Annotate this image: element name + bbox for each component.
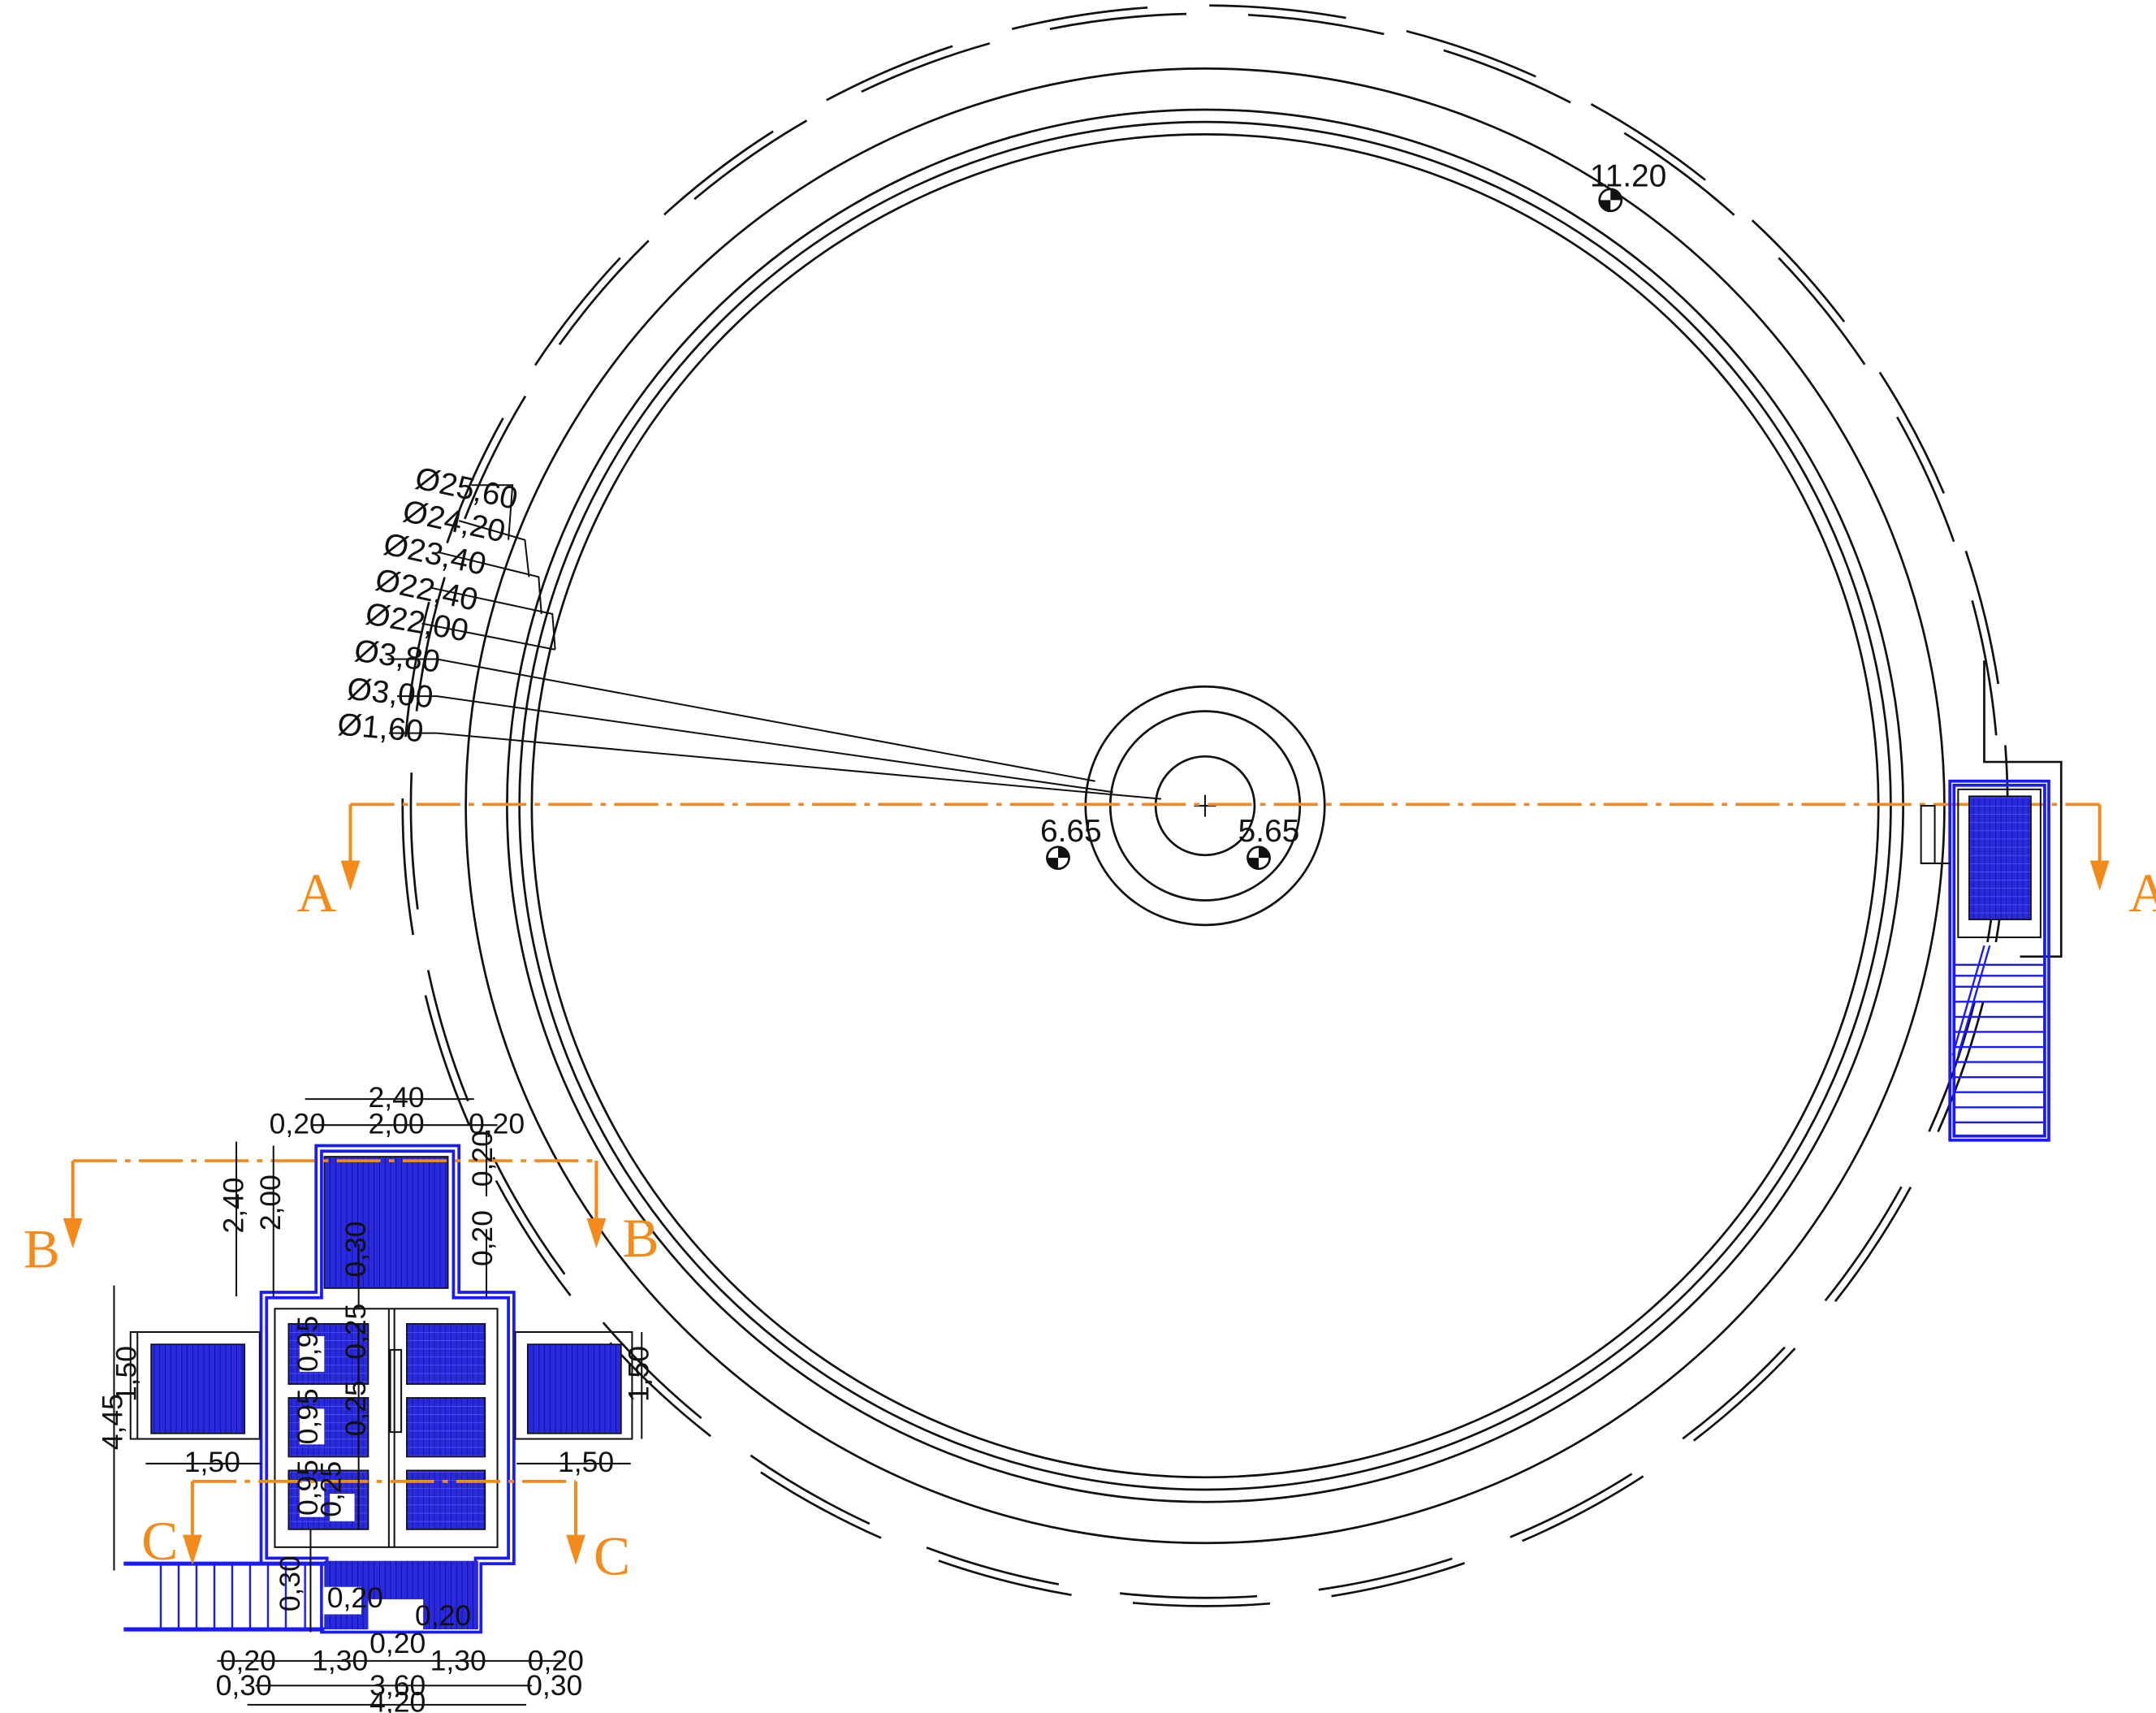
dim-right-box: 1,50 bbox=[623, 1346, 655, 1402]
dim-left-outer: 2,40 bbox=[217, 1178, 249, 1234]
dimension-texts: 2,40 0,20 2,00 0,20 0,20 0,20 2,40 2,00 … bbox=[97, 1081, 655, 1713]
top-hatched-slab bbox=[323, 1156, 449, 1289]
dim-foot-vert: 0,30 bbox=[274, 1555, 306, 1611]
dim-row1-d: 0,20 bbox=[528, 1645, 584, 1677]
section-b-label-right: B bbox=[623, 1208, 659, 1269]
dim-bottom-right-box: 1,50 bbox=[558, 1446, 614, 1478]
dim-left-box: 1,50 bbox=[110, 1346, 142, 1402]
dim-cell-1: 0,95 bbox=[292, 1316, 324, 1372]
dim-row1-c: 1,30 bbox=[430, 1645, 486, 1677]
stair-treads bbox=[1951, 945, 2045, 1123]
dim-row2-b: 3,60 bbox=[369, 1669, 426, 1702]
section-c-label-right: C bbox=[594, 1526, 630, 1587]
detail-plan bbox=[123, 1144, 633, 1634]
dim-cell-2: 0,95 bbox=[292, 1388, 324, 1444]
dimension-lines bbox=[113, 1098, 643, 1706]
dim-cell-3: 0,95 bbox=[292, 1460, 324, 1516]
dim-top-total: 2,40 bbox=[368, 1081, 424, 1114]
right-stair-tower bbox=[1920, 660, 2063, 1142]
dim-top-left: 0,20 bbox=[270, 1107, 326, 1140]
dim-foot-c: 0,20 bbox=[369, 1627, 426, 1659]
dim-row2-c: 0,30 bbox=[526, 1669, 582, 1702]
dim-top-right: 0,20 bbox=[469, 1107, 525, 1140]
section-b: B B bbox=[24, 1159, 659, 1280]
section-b-label-left: B bbox=[24, 1219, 60, 1280]
diameter-label-1-60: Ø1,60 bbox=[336, 707, 425, 750]
dim-left-inner: 2,00 bbox=[254, 1174, 287, 1231]
dim-right-lower: 0,20 bbox=[466, 1210, 499, 1266]
dim-wall-1: 0,25 bbox=[339, 1304, 372, 1360]
level-label-left: 6.65 bbox=[1040, 814, 1102, 849]
diameter-labels: Ø25,60 Ø24,20 Ø23,40 Ø22,40 Ø22,00 Ø3,80… bbox=[336, 461, 521, 749]
level-markers: 11.20 6.65 5.65 bbox=[1040, 159, 1666, 871]
elevation-marker-icon bbox=[1247, 846, 1271, 871]
dim-row1-a: 0,20 bbox=[220, 1645, 276, 1677]
left-stair bbox=[123, 1561, 325, 1632]
section-a: A A bbox=[297, 802, 2156, 924]
dim-foot-a: 0,20 bbox=[327, 1581, 383, 1614]
dim-stem-top: 0,30 bbox=[339, 1222, 372, 1278]
elevation-marker-icon bbox=[1046, 846, 1070, 871]
dim-row3: 4,20 bbox=[369, 1685, 426, 1713]
section-a-label-right: A bbox=[2128, 863, 2156, 924]
dim-wall-2: 0,25 bbox=[339, 1380, 372, 1436]
dim-wall-3: 0,25 bbox=[315, 1461, 348, 1517]
dim-bottom-left-box: 1,50 bbox=[184, 1446, 240, 1478]
dim-top-mid: 2,00 bbox=[368, 1107, 424, 1140]
dim-right-upper: 0,20 bbox=[466, 1131, 499, 1187]
hatched-slab bbox=[1968, 795, 2032, 920]
level-label-right: 5.65 bbox=[1238, 814, 1300, 849]
elevation-marker-icon bbox=[1598, 188, 1623, 213]
section-c: C C bbox=[141, 1480, 630, 1587]
dim-row1-b: 1,30 bbox=[312, 1645, 368, 1677]
section-a-label-left: A bbox=[297, 863, 337, 924]
dim-foot-b: 0,20 bbox=[415, 1599, 471, 1632]
diameter-leaders bbox=[387, 484, 1161, 800]
dim-left-total: 4,45 bbox=[97, 1394, 129, 1450]
level-label-top: 11.20 bbox=[1590, 159, 1666, 194]
section-c-label-left: C bbox=[141, 1511, 178, 1572]
dim-row2-a: 0,30 bbox=[216, 1669, 272, 1702]
